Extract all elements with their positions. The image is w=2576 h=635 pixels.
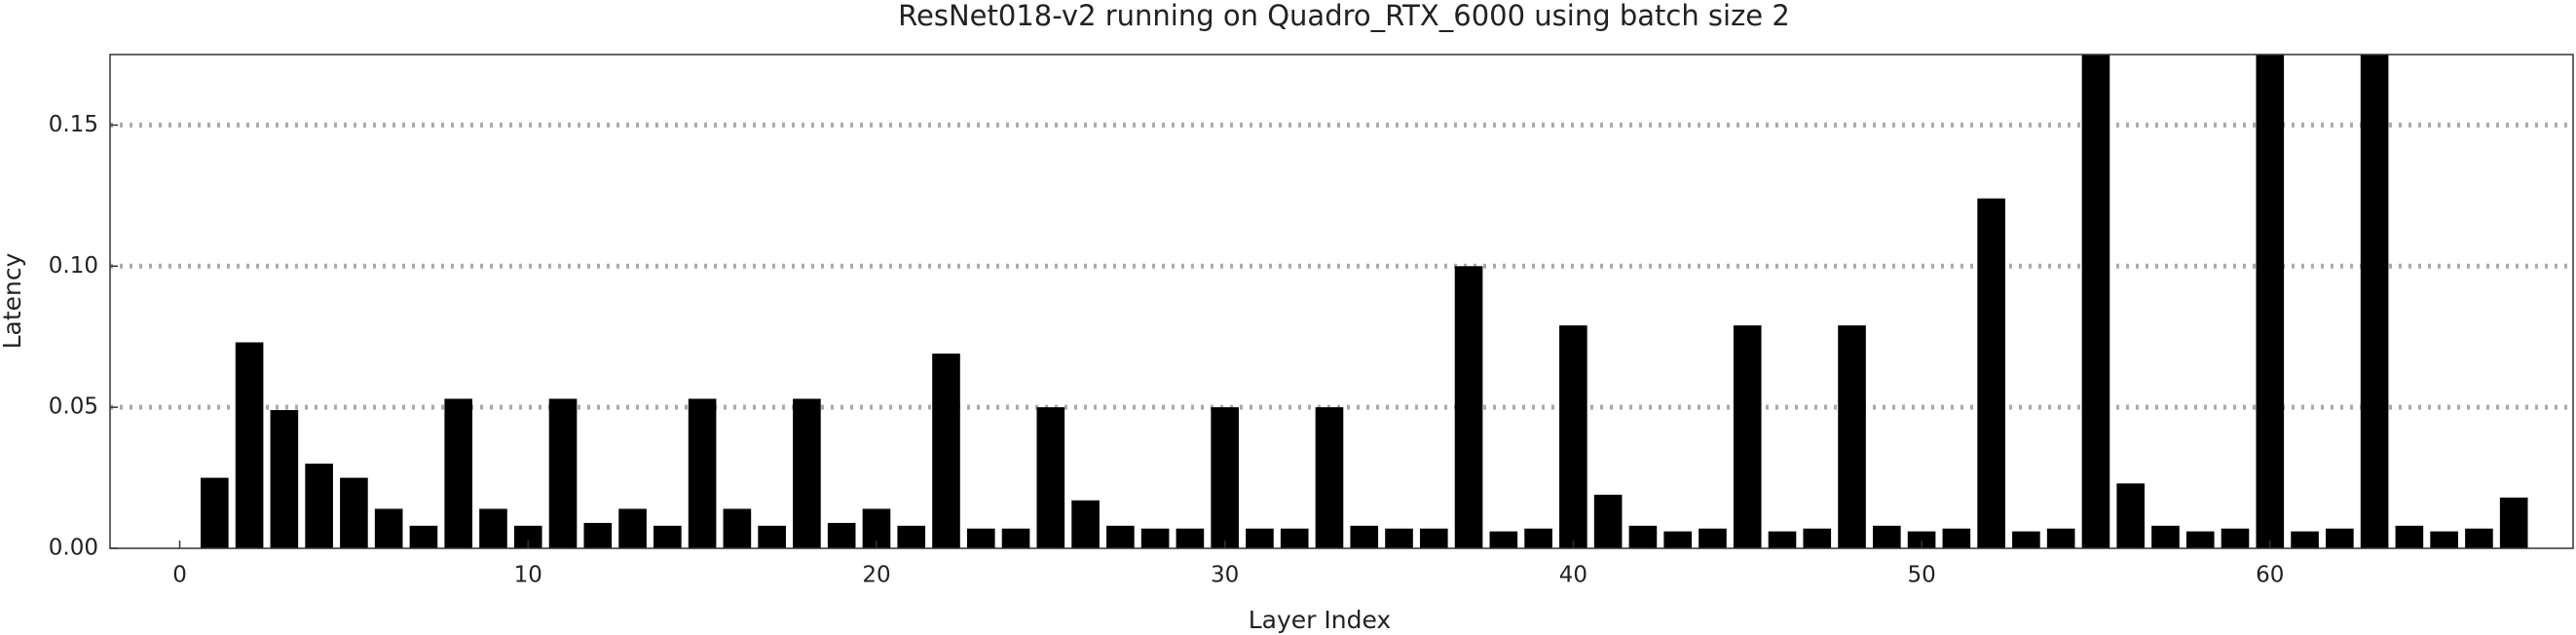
bar [583,522,613,548]
bar [1733,325,1762,548]
bar [2465,528,2493,548]
bar [897,525,926,548]
bar [1315,407,1344,548]
bar [201,477,229,548]
x-tick-label: 60 [2256,563,2284,588]
bar [1524,528,1552,548]
bar [758,525,786,548]
bar [2151,525,2180,548]
bar [932,354,960,548]
bar [827,522,856,548]
bar [1036,407,1065,548]
bar [305,464,333,548]
bar [793,398,821,548]
bar [513,525,542,548]
bar [1873,525,1901,548]
bar [1419,528,1448,548]
bar [688,398,717,548]
bar [1350,525,1379,548]
bar [618,508,647,548]
bar [2046,528,2075,548]
x-tick-label: 40 [1559,563,1587,588]
bar [1280,528,1309,548]
bar [1699,528,1727,548]
x-tick-label: 30 [1211,563,1239,588]
bar [2012,531,2040,548]
bar [2360,55,2389,548]
bar [1246,528,1274,548]
x-tick-label: 20 [862,563,890,588]
chart-title: ResNet018-v2 running on Quadro_RTX_6000 … [898,0,1790,32]
bar [966,528,995,548]
bar [1071,500,1100,548]
bar [409,525,438,548]
bar [1140,528,1170,548]
bar [270,410,299,548]
bar [723,508,752,548]
bar [1977,198,2005,548]
bar [1628,525,1658,548]
bar [340,477,368,548]
bar [2430,531,2458,548]
bar [2291,531,2319,548]
bar [2256,55,2285,548]
bar [1176,528,1205,548]
y-tick-label: 0.10 [49,253,98,279]
bar [1454,266,1483,548]
bar [1768,531,1797,548]
y-axis-label: Latency [0,252,26,349]
bar [235,342,264,548]
plot-frame [109,54,2574,549]
bar [1942,528,1971,548]
x-axis-label: Layer Index [1249,606,1391,634]
grid [110,122,2573,410]
bars [201,55,2528,548]
y-tick-label: 0.05 [49,394,98,420]
bar [2499,497,2528,548]
bar [1907,531,1936,548]
bar [1838,325,1866,548]
bar [2221,528,2250,548]
bar [2116,483,2146,548]
bar [2185,531,2215,548]
bar [479,508,507,548]
y-tick-label: 0.15 [49,112,98,137]
x-tick-label: 10 [514,563,542,588]
bar [1001,528,1030,548]
bar [444,398,473,548]
bar [2395,525,2424,548]
bar [1211,407,1239,548]
bar [548,398,578,548]
bar [1385,528,1413,548]
bar [1559,325,1587,548]
bar [653,525,682,548]
bar [374,508,403,548]
y-tick-label: 0.00 [49,536,98,561]
bar [1803,528,1832,548]
x-tick-label: 50 [1907,563,1935,588]
bar [2081,55,2110,548]
bar [1593,494,1623,548]
bar [1489,531,1518,548]
bar [2326,528,2354,548]
bar [1106,525,1135,548]
x-tick-label: 0 [172,563,187,588]
bar [1663,531,1692,548]
